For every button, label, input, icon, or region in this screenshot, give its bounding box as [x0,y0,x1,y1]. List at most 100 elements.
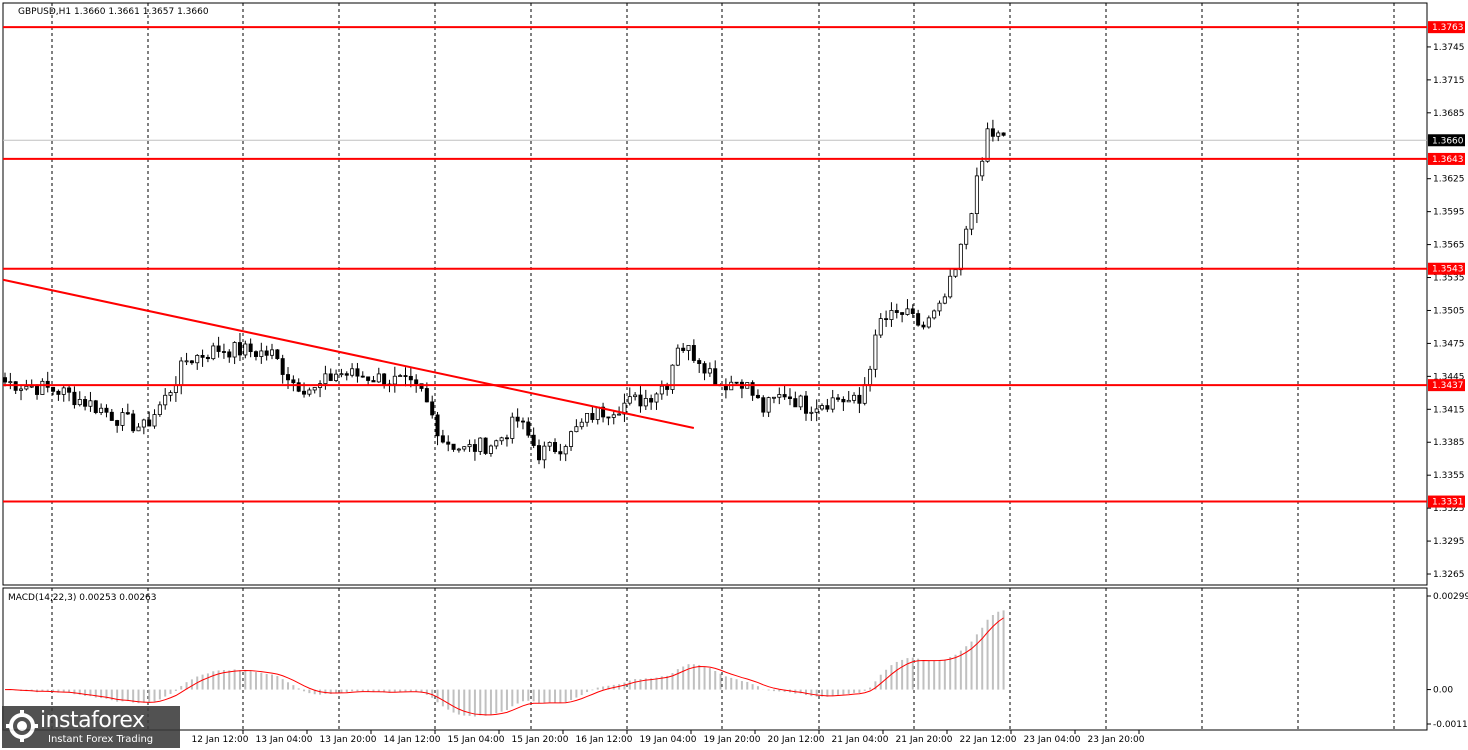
macd-header: MACD(14,22,3) 0.00253 0.00263 [8,593,157,603]
candle-body [436,415,439,436]
price-tick-label: 1.3385 [1433,438,1465,448]
candle-body [890,310,893,319]
candle-body [345,374,348,376]
candle-body [655,394,658,402]
time-label: 19 Jan 04:00 [640,735,697,745]
candle-body [799,396,802,407]
candle-body [543,446,546,460]
candle-body [858,395,861,403]
candle-body [788,397,791,399]
candle-body [201,355,204,357]
candle-body [991,129,994,137]
candle-body [708,369,711,373]
candle-body [393,376,396,384]
candle-body [537,446,540,460]
candle-body [575,427,578,432]
candle-body [137,427,140,431]
candle-body [212,346,215,359]
candle-body [9,382,12,383]
candle-body [682,348,685,350]
price-tick-label: 1.3355 [1433,471,1465,481]
candle-body [874,335,877,369]
level-label: 1.3643 [1432,155,1464,165]
candle-body [852,395,855,400]
candle-body [981,161,984,176]
candle-body [270,350,273,355]
time-label: 23 Jan 20:00 [1088,735,1145,745]
candle-body [703,364,706,373]
candle-body [794,399,797,407]
candle-body [660,386,663,394]
candle-body [906,309,909,315]
macd-pane: 0.002990.00-0.0011 [3,588,1468,730]
candle-body [735,382,738,383]
candle-body [628,397,631,404]
candle-body [564,446,567,453]
candle-body [84,399,87,406]
candle-body [73,392,76,404]
candle-body [820,406,823,409]
level-label: 1.3763 [1432,23,1464,33]
price-tick-label: 1.3745 [1433,43,1465,53]
candle-body [356,369,359,376]
candle-body [634,395,637,397]
macd-tick-label: -0.0011 [1433,720,1468,730]
candle-body [372,381,375,382]
candle-body [618,414,621,415]
candle-body [51,387,54,391]
candle-body [148,420,151,426]
candle-body [25,386,28,389]
candles [3,120,1005,469]
candle-body [377,374,380,382]
candle-body [922,325,925,327]
price-tick-label: 1.3535 [1433,274,1465,284]
candle-body [532,435,535,445]
candle-body [431,402,434,415]
candle-body [276,350,279,359]
candle-body [3,378,6,382]
candle-body [425,388,428,401]
candle-body [30,386,33,387]
candle-body [933,311,936,318]
candle-body [340,374,343,375]
candle-body [100,408,103,412]
candle-body [158,405,161,415]
macd-tick-label: 0.00 [1433,686,1453,696]
price-tick-label: 1.3265 [1433,570,1465,580]
candle-body [1002,133,1005,135]
time-label: 20 Jan 12:00 [768,735,825,745]
time-label: 13 Jan 20:00 [320,735,377,745]
time-label: 21 Jan 04:00 [832,735,889,745]
candle-body [105,408,108,412]
candle-body [650,398,653,402]
brand-tagline: Instant Forex Trading [48,734,153,745]
candle-body [463,447,466,449]
candle-body [569,432,572,447]
price-tick-label: 1.3475 [1433,339,1465,349]
candle-body [639,395,642,406]
candle-body [911,309,914,314]
candle-body [596,407,599,419]
price-pane-frame [3,3,1427,585]
candle-body [511,417,514,438]
candle-body [495,441,498,446]
candle-body [126,413,129,414]
candle-body [895,310,898,312]
candle-body [399,376,402,377]
candle-body [19,389,22,390]
candle-body [559,452,562,454]
candle-body [334,374,337,380]
candle-body [479,438,482,451]
time-label: 13 Jan 04:00 [256,735,313,745]
candle-body [762,398,765,412]
candle-body [132,414,135,431]
candle-body [329,374,332,381]
candle-body [281,359,284,375]
candle-body [489,446,492,453]
candle-body [580,422,583,426]
candle-body [206,357,209,358]
price-tick-label: 1.3685 [1433,109,1465,119]
candle-body [180,361,183,385]
candle-body [457,449,460,450]
